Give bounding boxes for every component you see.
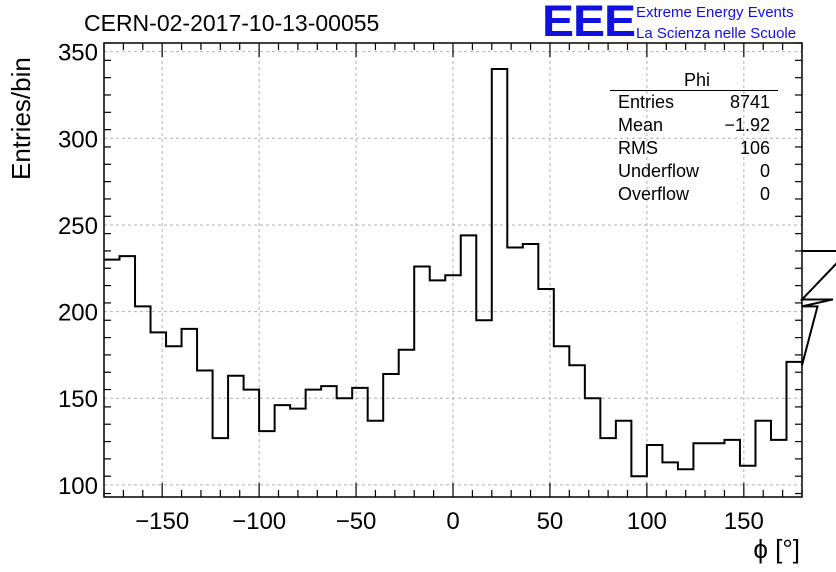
y-axis-label: Entries/bin [6, 57, 36, 180]
histogram-bin [585, 398, 601, 497]
stats-label: Mean [618, 115, 664, 135]
histogram-bin [662, 462, 678, 497]
axes: −150 −100 −50 0 50 100 150 100 150 200 250 300 350 [58, 40, 803, 535]
stats-label: Overflow [618, 184, 690, 204]
histogram-bin [523, 244, 539, 497]
stats-value: 0 [759, 161, 770, 181]
histogram-bin [368, 421, 384, 497]
y-tick-label: 150 [58, 386, 98, 413]
histogram-bin [755, 421, 771, 497]
x-tick-label: 50 [537, 508, 564, 535]
histogram-bin [709, 443, 725, 497]
stats-row-entries: Entries 8741 [610, 91, 778, 114]
org-name-line1: Extreme Energy Events [636, 4, 794, 21]
histogram-bin [104, 260, 120, 497]
histogram-bin [337, 398, 353, 497]
histogram-bin [244, 390, 260, 497]
x-tick-label: 100 [627, 508, 667, 535]
y-tick-label: 100 [58, 473, 98, 500]
histogram-bin [461, 235, 477, 497]
stats-row-rms: RMS 106 [610, 137, 778, 160]
stats-value: −1.92 [724, 115, 770, 135]
y-tick-label: 250 [58, 213, 98, 240]
histogram-bin [290, 409, 306, 497]
x-tick-label: −150 [135, 508, 189, 535]
histogram-bin [538, 289, 554, 497]
histogram-bin [693, 443, 709, 497]
histogram-bin [120, 256, 136, 497]
histogram-bin [724, 440, 740, 497]
stats-value: 0 [759, 184, 770, 204]
histogram-bin [476, 320, 492, 497]
histogram-bin [352, 388, 368, 497]
stats-label: RMS [618, 138, 658, 158]
histogram-bin [631, 476, 647, 497]
histogram-bin [600, 438, 616, 497]
histogram-bin [771, 440, 787, 497]
histogram-bin [383, 374, 399, 497]
y-tick-label: 300 [58, 126, 98, 153]
histogram-bin [569, 365, 585, 497]
x-axis-label: ϕ [°] [753, 534, 800, 564]
histogram-bin [275, 405, 291, 497]
stats-row-underflow: Underflow 0 [610, 160, 778, 183]
histogram-bin [414, 267, 430, 497]
histogram-bin [321, 386, 337, 497]
histogram-bin [166, 346, 182, 497]
histogram-bin [554, 346, 570, 497]
stats-value: 8741 [729, 92, 770, 112]
histogram-bars [104, 67, 836, 497]
stats-name: Phi [610, 70, 778, 91]
histogram-bin [306, 390, 322, 497]
histogram-bin [647, 445, 663, 497]
histogram-bin [182, 329, 198, 497]
x-tick-label: 0 [446, 508, 459, 535]
histogram-bin [616, 421, 632, 497]
histogram-bin [135, 306, 151, 497]
histogram-outline [104, 67, 836, 478]
y-tick-label: 350 [58, 40, 98, 67]
stats-label: Entries [618, 92, 675, 112]
eee-logo: EEE [542, 0, 636, 46]
histogram-bin [213, 438, 229, 497]
histogram-bin [259, 431, 275, 497]
histogram-bin [228, 376, 244, 497]
x-tick-label: 150 [724, 508, 764, 535]
stats-box: Phi Entries 8741 Mean −1.92 RMS 106 Unde… [610, 70, 778, 206]
histogram-bin [151, 332, 167, 497]
stats-row-mean: Mean −1.92 [610, 114, 778, 137]
histogram-bin [740, 466, 756, 497]
chart-title: CERN-02-2017-10-13-00055 [84, 10, 380, 36]
histogram-bin [430, 280, 446, 497]
stats-value: 106 [739, 138, 770, 158]
histogram-bin [507, 247, 523, 497]
x-tick-label: −100 [232, 508, 286, 535]
histogram-bin [197, 371, 213, 497]
x-tick-label: −50 [336, 508, 377, 535]
histogram-bin [399, 350, 415, 497]
org-name-line2: La Scienza nelle Scuole [636, 25, 797, 42]
stats-row-overflow: Overflow 0 [610, 183, 778, 206]
y-tick-label: 200 [58, 300, 98, 327]
histogram-bin [492, 69, 508, 497]
stats-label: Underflow [618, 161, 700, 181]
